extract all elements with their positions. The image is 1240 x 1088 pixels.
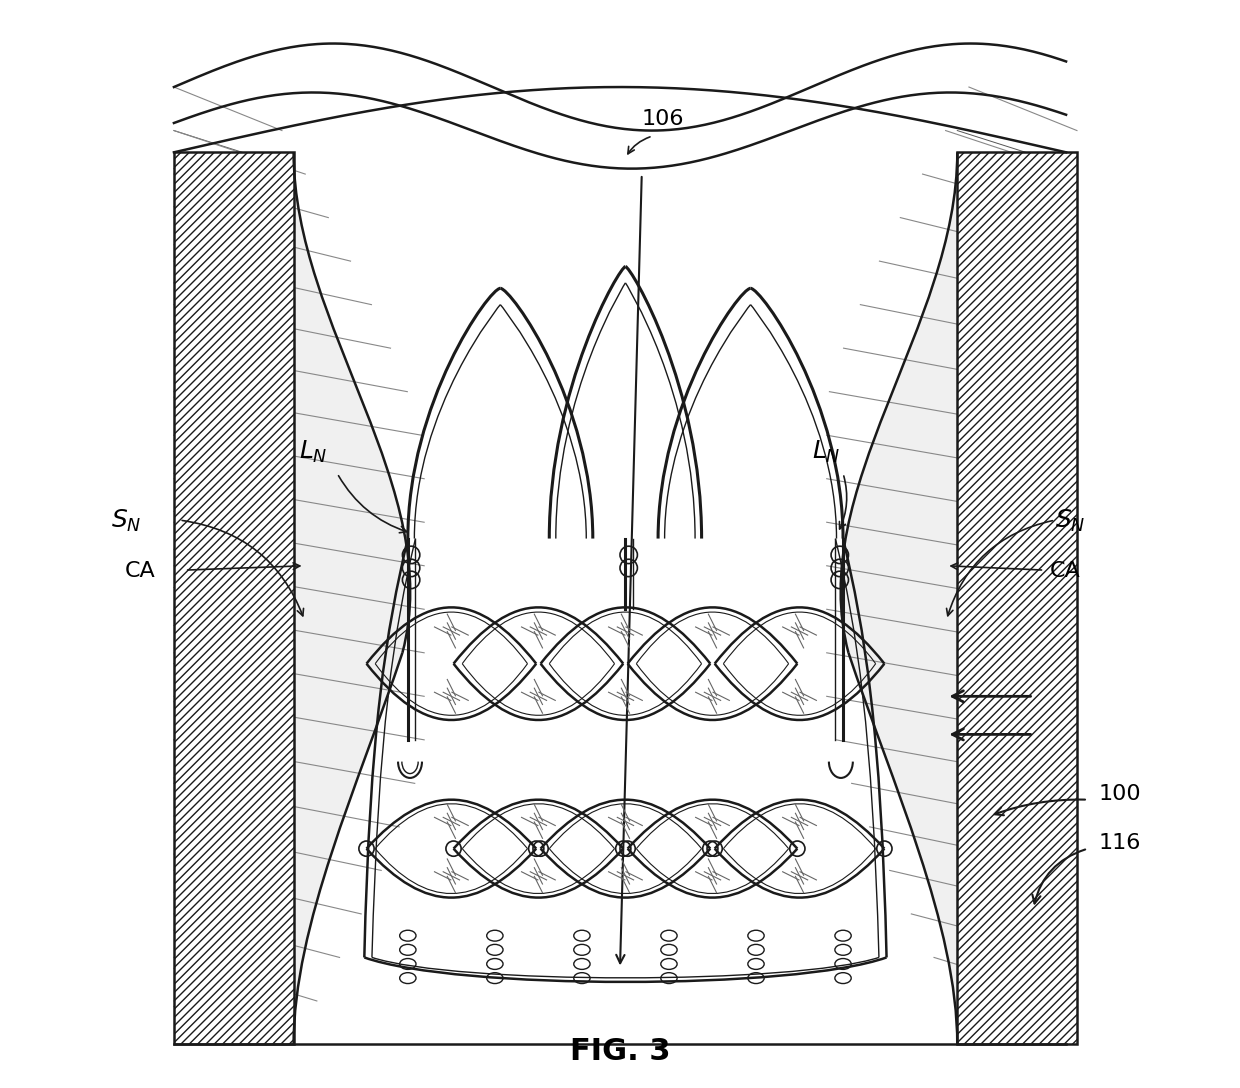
Text: CA: CA: [1050, 560, 1080, 581]
Text: $L_N$: $L_N$: [299, 440, 327, 466]
Text: $S_N$: $S_N$: [110, 508, 141, 534]
PathPatch shape: [174, 152, 410, 1044]
Text: 100: 100: [1099, 783, 1141, 804]
Text: FIG. 3: FIG. 3: [569, 1037, 671, 1066]
Text: 116: 116: [1099, 832, 1141, 853]
Bar: [957, 152, 1078, 1044]
Text: $S_N$: $S_N$: [1055, 508, 1086, 534]
Text: $L_N$: $L_N$: [812, 440, 841, 466]
Bar: [174, 152, 294, 1044]
Text: CA: CA: [125, 560, 156, 581]
Text: 106: 106: [642, 109, 684, 129]
PathPatch shape: [841, 152, 1078, 1044]
